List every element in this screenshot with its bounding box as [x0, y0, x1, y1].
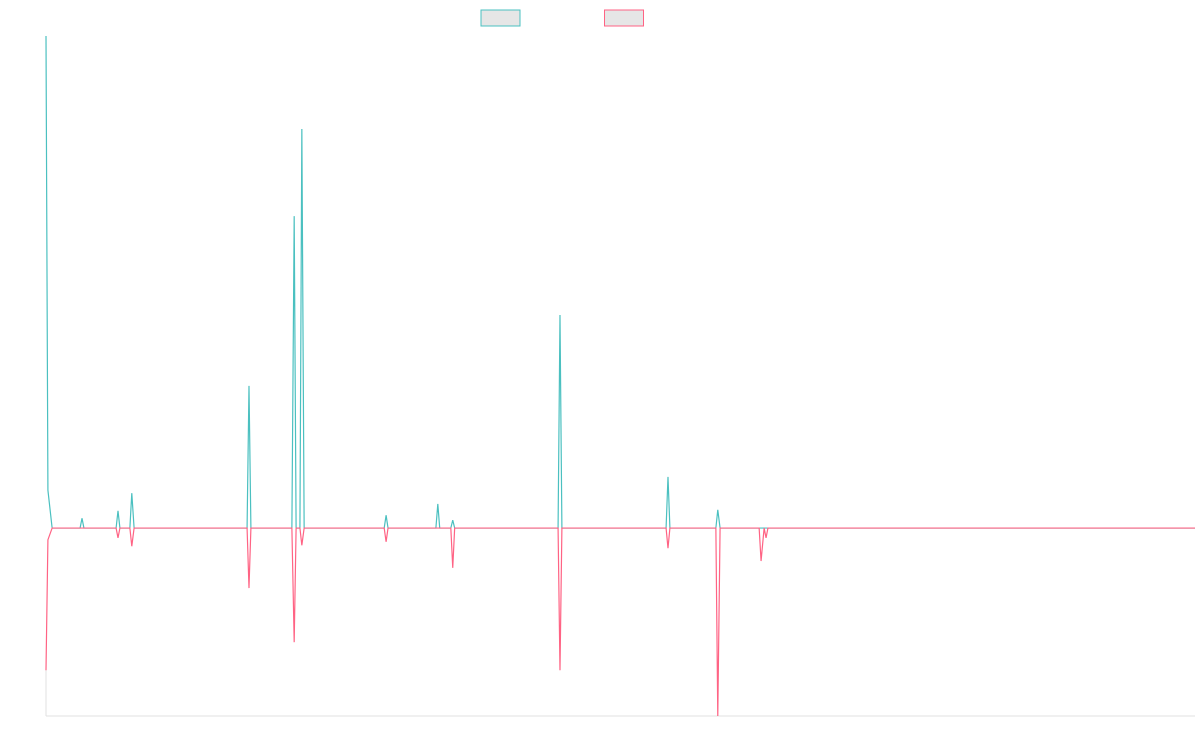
legend-swatch — [604, 9, 644, 27]
legend-swatch — [480, 9, 521, 27]
line-series — [45, 35, 1195, 529]
line-series — [45, 527, 1195, 717]
